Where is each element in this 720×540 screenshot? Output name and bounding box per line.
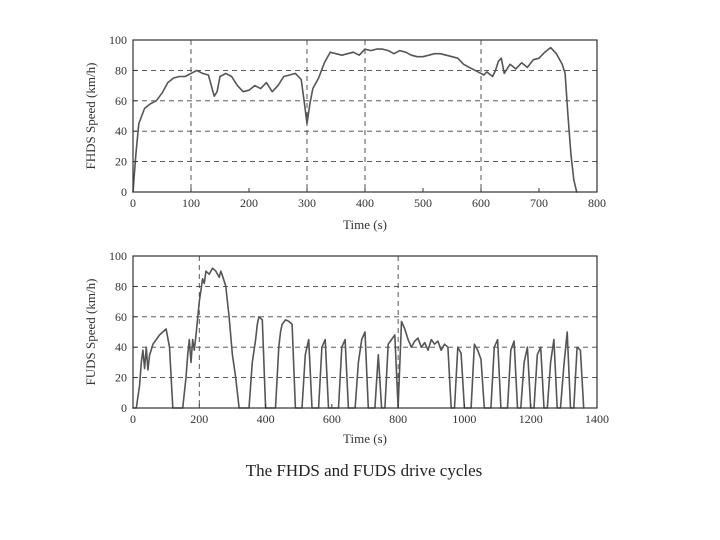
fuds-y-tick-label: 40 <box>115 340 127 354</box>
fuds-speed-line <box>132 267 585 409</box>
fuds-x-tick-label: 800 <box>389 412 407 426</box>
fhds-speed-line <box>132 46 578 193</box>
fhds-y-tick-label: 100 <box>109 33 127 47</box>
figure-caption: The FHDS and FUDS drive cycles <box>246 461 483 480</box>
fuds-x-tick-label: 400 <box>257 412 275 426</box>
fuds-y-tick-label: 60 <box>115 310 127 324</box>
fuds-y-tick-label: 0 <box>121 401 127 415</box>
fhds-x-tick-label: 0 <box>130 196 136 210</box>
fhds-y-tick-label: 80 <box>115 63 127 77</box>
fuds-y-axis-label: FUDS Speed (km/h) <box>83 279 98 386</box>
fuds-chart: 0 200 400 600 800 1000 1200 1400 0 20 40 60 80 100 Tim… <box>83 249 609 446</box>
fuds-y-tick-label: 80 <box>115 279 127 293</box>
fhds-x-tick-label: 600 <box>472 196 490 210</box>
fhds-x-tick-label: 100 <box>182 196 200 210</box>
fuds-x-tick-label: 1000 <box>452 412 476 426</box>
fhds-y-axis-label: FHDS Speed (km/h) <box>83 63 98 170</box>
fhds-x-tick-label: 300 <box>298 196 316 210</box>
fuds-x-tick-label: 1400 <box>585 412 609 426</box>
fuds-x-tick-label: 600 <box>323 412 341 426</box>
fhds-x-tick-label: 400 <box>356 196 374 210</box>
fhds-chart: 0 100 200 300 400 500 600 700 800 0 20 40 60 80 100 Tim… <box>83 33 606 232</box>
fhds-x-tick-label: 700 <box>530 196 548 210</box>
fhds-y-tick-label: 40 <box>115 124 127 138</box>
fuds-y-tick-label: 100 <box>109 249 127 263</box>
fhds-x-tick-label: 800 <box>588 196 606 210</box>
fuds-x-tick-label: 0 <box>130 412 136 426</box>
fuds-x-tick-label: 200 <box>190 412 208 426</box>
fhds-x-axis-label: Time (s) <box>343 217 387 232</box>
fhds-x-tick-label: 500 <box>414 196 432 210</box>
fhds-y-tick-label: 20 <box>115 155 127 169</box>
fhds-y-tick-label: 60 <box>115 94 127 108</box>
fuds-plot-frame <box>132 255 598 409</box>
fhds-y-tick-label: 0 <box>121 185 127 199</box>
fhds-x-tick-label: 200 <box>240 196 258 210</box>
fuds-y-tick-label: 20 <box>115 371 127 385</box>
fuds-x-tick-label: 1200 <box>519 412 543 426</box>
fuds-x-axis-label: Time (s) <box>343 431 387 446</box>
